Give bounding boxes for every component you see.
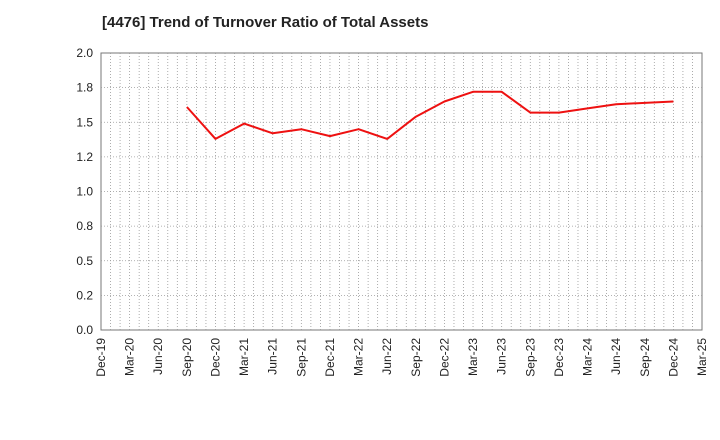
y-tick-label: 1.0 [76, 185, 93, 199]
x-tick-label: Jun-23 [495, 338, 509, 375]
y-tick-label: 1.2 [76, 150, 93, 164]
x-tick-label: Jun-24 [609, 338, 623, 375]
chart-title: [4476] Trend of Turnover Ratio of Total … [102, 14, 429, 31]
y-tick-label: 0.0 [76, 323, 93, 337]
y-tick-label: 2.0 [76, 46, 93, 60]
y-axis-labels: 0.0 0.2 0.5 0.8 1.0 1.2 1.5 1.8 2.0 [76, 46, 93, 337]
x-tick-label: Dec-20 [208, 338, 222, 377]
x-tick-label: Dec-21 [323, 338, 337, 377]
x-tick-label: Jun-20 [151, 338, 165, 375]
x-tick-label: Mar-24 [581, 338, 595, 376]
x-tick-label: Dec-23 [552, 338, 566, 377]
x-tick-label: Mar-25 [695, 338, 709, 376]
y-tick-label: 0.8 [76, 219, 93, 233]
y-tick-label: 1.5 [76, 115, 93, 129]
x-tick-label: Mar-22 [352, 338, 366, 376]
x-tick-label: Mar-20 [123, 338, 137, 376]
y-tick-label: 0.5 [76, 254, 93, 268]
x-tick-label: Sep-24 [638, 338, 652, 377]
x-tick-label: Jun-21 [266, 338, 280, 375]
x-tick-label: Sep-23 [523, 338, 537, 377]
x-tick-label: Sep-22 [409, 338, 423, 377]
x-tick-label: Sep-20 [180, 338, 194, 377]
x-tick-label: Dec-24 [666, 338, 680, 377]
x-tick-label: Dec-22 [437, 338, 451, 377]
x-tick-label: Mar-21 [237, 338, 251, 376]
horizontal-grid [101, 87, 702, 296]
y-tick-label: 0.2 [76, 288, 93, 302]
series-line [186, 90, 674, 140]
series-group [186, 90, 674, 140]
x-tick-label: Jun-22 [380, 338, 394, 375]
x-tick-label: Mar-23 [466, 338, 480, 376]
x-axis-labels: Dec-19 Mar-20 Jun-20 Sep-20 Dec-20 Mar-21 Jun-… [94, 338, 709, 377]
y-tick-label: 1.8 [76, 81, 93, 95]
x-tick-label: Dec-19 [94, 338, 108, 377]
x-tick-label: Sep-21 [294, 338, 308, 377]
